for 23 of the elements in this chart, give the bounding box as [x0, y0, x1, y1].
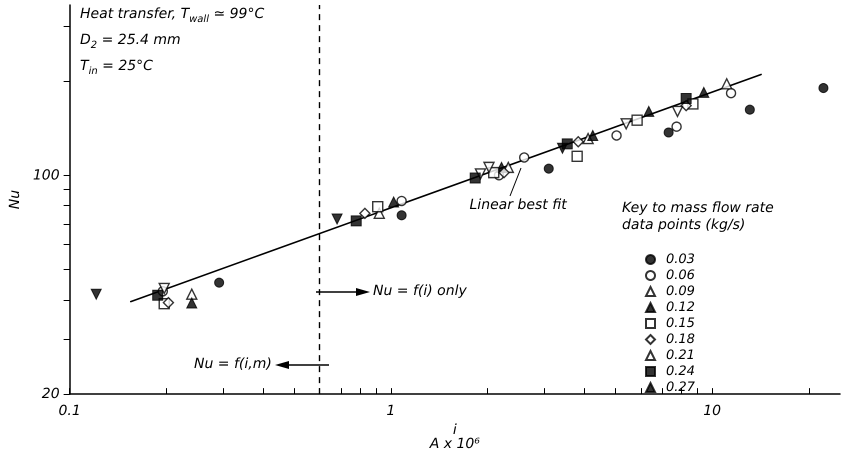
legend-label: 0.09 — [666, 284, 695, 299]
y-axis-title: Nu — [7, 190, 23, 210]
legend-label: 0.06 — [666, 268, 695, 283]
annotation: T$_{in}$ = 25°C — [80, 58, 153, 78]
annotation: Nu = f(i) only — [373, 283, 467, 300]
legend-label: 0.27 — [666, 380, 696, 395]
annotation: D$_{2}$ = 25.4 mm — [80, 32, 181, 52]
annotation: Heat transfer, T$_{wall}$ ≃ 99°C — [80, 6, 264, 26]
legend-label: 0.24 — [666, 364, 695, 379]
legend-label: 0.15 — [666, 316, 695, 331]
x-tick-label: 0.1 — [58, 403, 81, 420]
legend-label: 0.21 — [666, 348, 695, 363]
legend-label: 0.03 — [666, 252, 695, 267]
legend-title: Key to mass flow rate data points (kg/s) — [622, 200, 775, 234]
x-axis-title: i A x 10⁶ — [428, 422, 480, 452]
legend-label: 0.12 — [666, 300, 695, 315]
y-tick-label: 20 — [42, 386, 60, 402]
annotation: Nu = f(i,m) — [194, 356, 272, 373]
x-tick-label: 1 — [386, 403, 396, 420]
legend-label: 0.18 — [666, 332, 695, 347]
annotation: Linear best fit — [470, 197, 567, 214]
x-tick-label: 10 — [703, 403, 722, 420]
y-tick-label: 100 — [32, 167, 60, 184]
